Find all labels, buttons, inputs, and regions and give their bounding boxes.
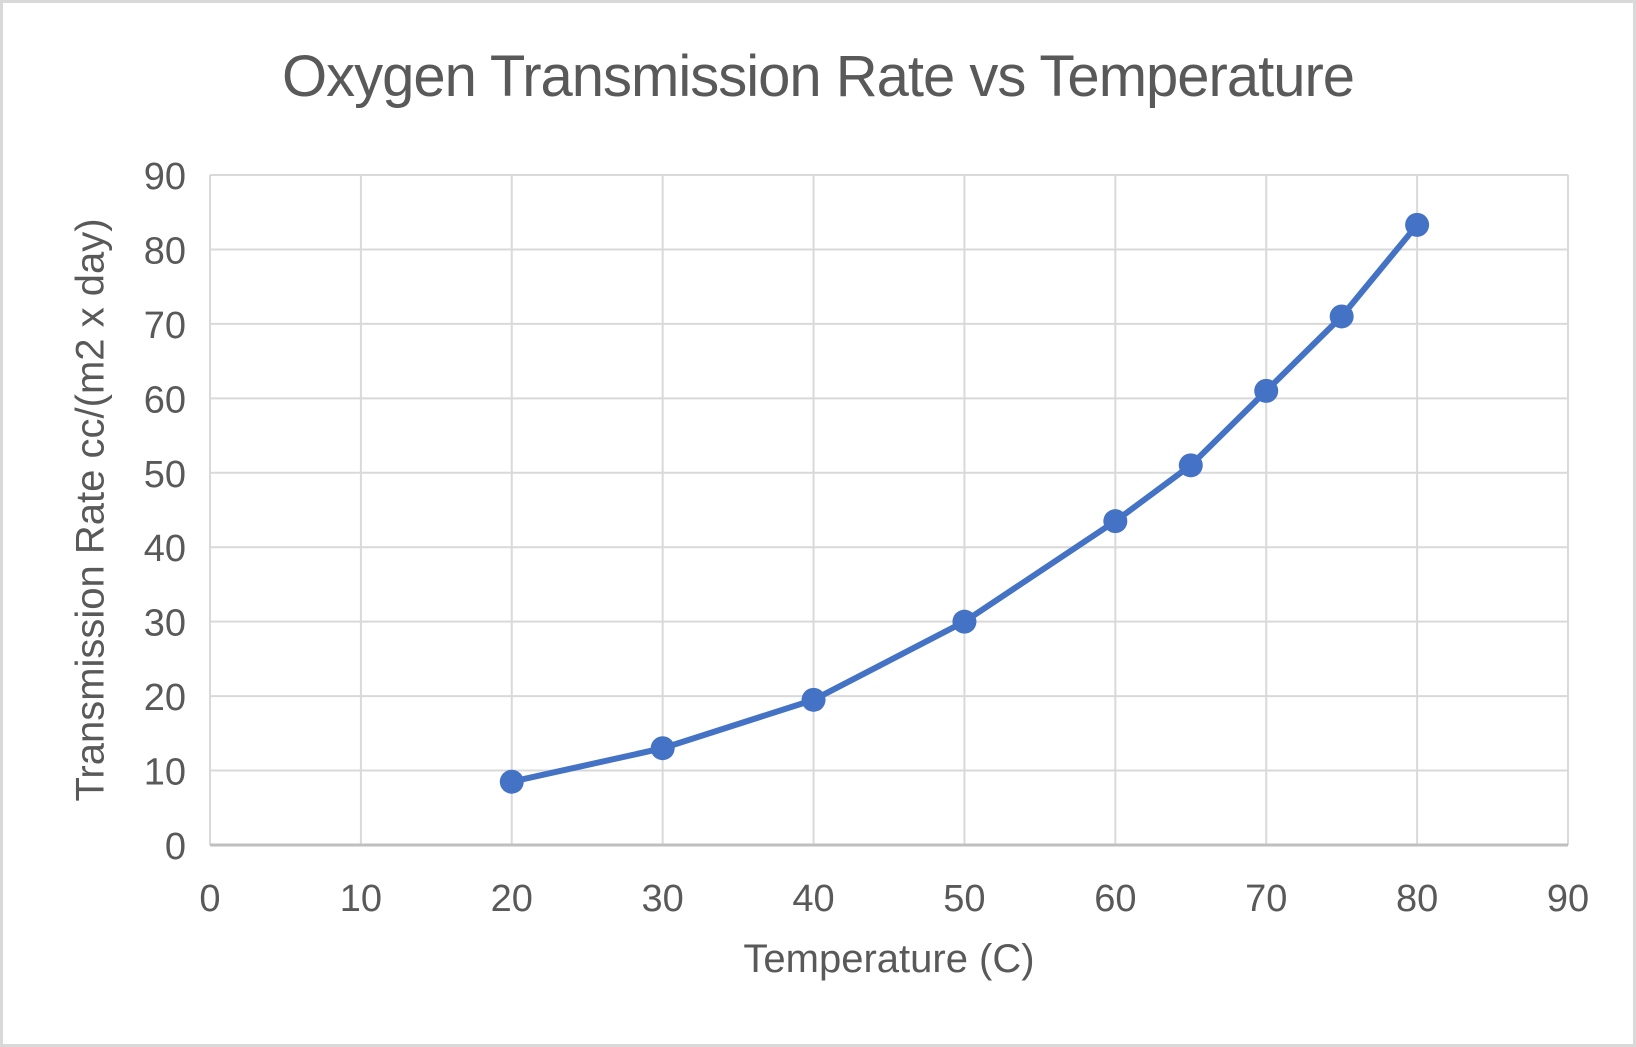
x-tick-label: 80	[1396, 878, 1438, 920]
x-tick-label: 30	[642, 878, 684, 920]
x-tick-label: 90	[1547, 878, 1589, 920]
data-point-marker	[801, 687, 826, 712]
x-tick-label: 60	[1094, 878, 1136, 920]
data-point-marker	[499, 769, 524, 794]
y-tick-label: 60	[144, 379, 186, 421]
line-chart-plot-area: 0 10 20 30 40 50 60 70 80 90 0 10 20 30 40 50 60 70 80 90	[144, 156, 1589, 920]
data-point-marker	[1103, 509, 1128, 534]
chart-title: Oxygen Transmission Rate vs Temperature	[281, 44, 1355, 109]
y-tick-label: 50	[144, 454, 186, 496]
y-tick-label: 70	[144, 305, 186, 347]
y-tick-label: 0	[165, 826, 186, 868]
y-tick-label: 40	[144, 528, 186, 570]
x-axis-title: Temperature (C)	[743, 937, 1035, 981]
y-tick-label: 20	[144, 677, 186, 719]
data-point-marker	[952, 609, 977, 634]
data-point-marker	[650, 736, 675, 761]
y-tick-label: 90	[144, 156, 186, 198]
y-tick-label: 10	[144, 752, 186, 794]
x-tick-label: 0	[199, 878, 220, 920]
data-point-marker	[1254, 378, 1279, 403]
y-tick-label: 30	[144, 603, 186, 645]
x-tick-label: 40	[792, 878, 834, 920]
x-tick-label: 20	[491, 878, 533, 920]
y-tick-label: 80	[144, 230, 186, 272]
data-point-marker	[1405, 212, 1430, 237]
x-tick-label: 50	[943, 878, 985, 920]
data-point-marker	[1178, 453, 1203, 478]
x-tick-label: 70	[1245, 878, 1287, 920]
data-point-marker	[1329, 304, 1354, 329]
x-tick-label: 10	[340, 878, 382, 920]
y-axis-title: Transmission Rate cc/(m2 x day)	[68, 218, 113, 802]
